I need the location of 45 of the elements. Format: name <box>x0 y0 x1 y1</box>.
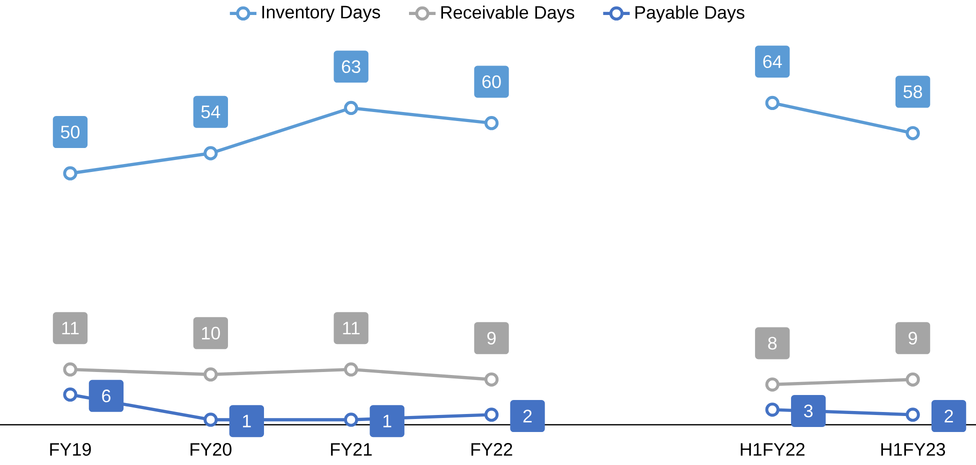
legend-label: Receivable Days <box>441 6 574 22</box>
data-label: 11 <box>343 322 360 334</box>
point <box>484 408 499 422</box>
data-label: 9 <box>487 332 496 345</box>
point <box>484 116 499 130</box>
data-label: 64 <box>763 55 782 68</box>
data-label: 10 <box>202 326 220 340</box>
data-label: 1 <box>383 414 392 428</box>
point <box>484 372 499 387</box>
point <box>906 126 920 140</box>
data-label: 60 <box>482 75 501 88</box>
data-label: 2 <box>523 410 532 422</box>
data-label: 63 <box>342 60 360 74</box>
x-tick-label: FY20 <box>190 443 232 456</box>
data-label: 8 <box>768 336 777 350</box>
data-label: 54 <box>201 106 220 118</box>
point <box>344 412 358 427</box>
point <box>906 408 920 422</box>
data-label: 11 <box>62 322 79 334</box>
point <box>765 377 780 392</box>
data-label: 2 <box>944 410 953 422</box>
point <box>344 362 358 377</box>
point <box>765 96 780 110</box>
x-tick-label: FY19 <box>50 443 91 456</box>
x-tick-label: FY21 <box>331 443 372 456</box>
data-label: 1 <box>243 414 251 428</box>
point <box>204 412 218 427</box>
point <box>204 146 218 160</box>
legend-label: Inventory Days <box>262 6 380 22</box>
x-tick-label: FY22 <box>471 443 512 456</box>
data-label: 50 <box>60 126 80 138</box>
point <box>344 100 358 116</box>
data-label: 3 <box>804 404 813 418</box>
point <box>204 367 218 382</box>
x-tick-label: H1FY23 <box>881 443 946 456</box>
point <box>765 402 780 417</box>
point <box>63 388 78 402</box>
point <box>63 362 78 377</box>
legend-label: Payable Days <box>635 6 744 22</box>
x-tick-label: H1FY22 <box>740 443 804 456</box>
data-label: 58 <box>904 85 922 98</box>
point <box>906 372 920 387</box>
data-label: 6 <box>102 390 110 402</box>
data-label: 9 <box>908 332 917 345</box>
point <box>63 166 78 180</box>
